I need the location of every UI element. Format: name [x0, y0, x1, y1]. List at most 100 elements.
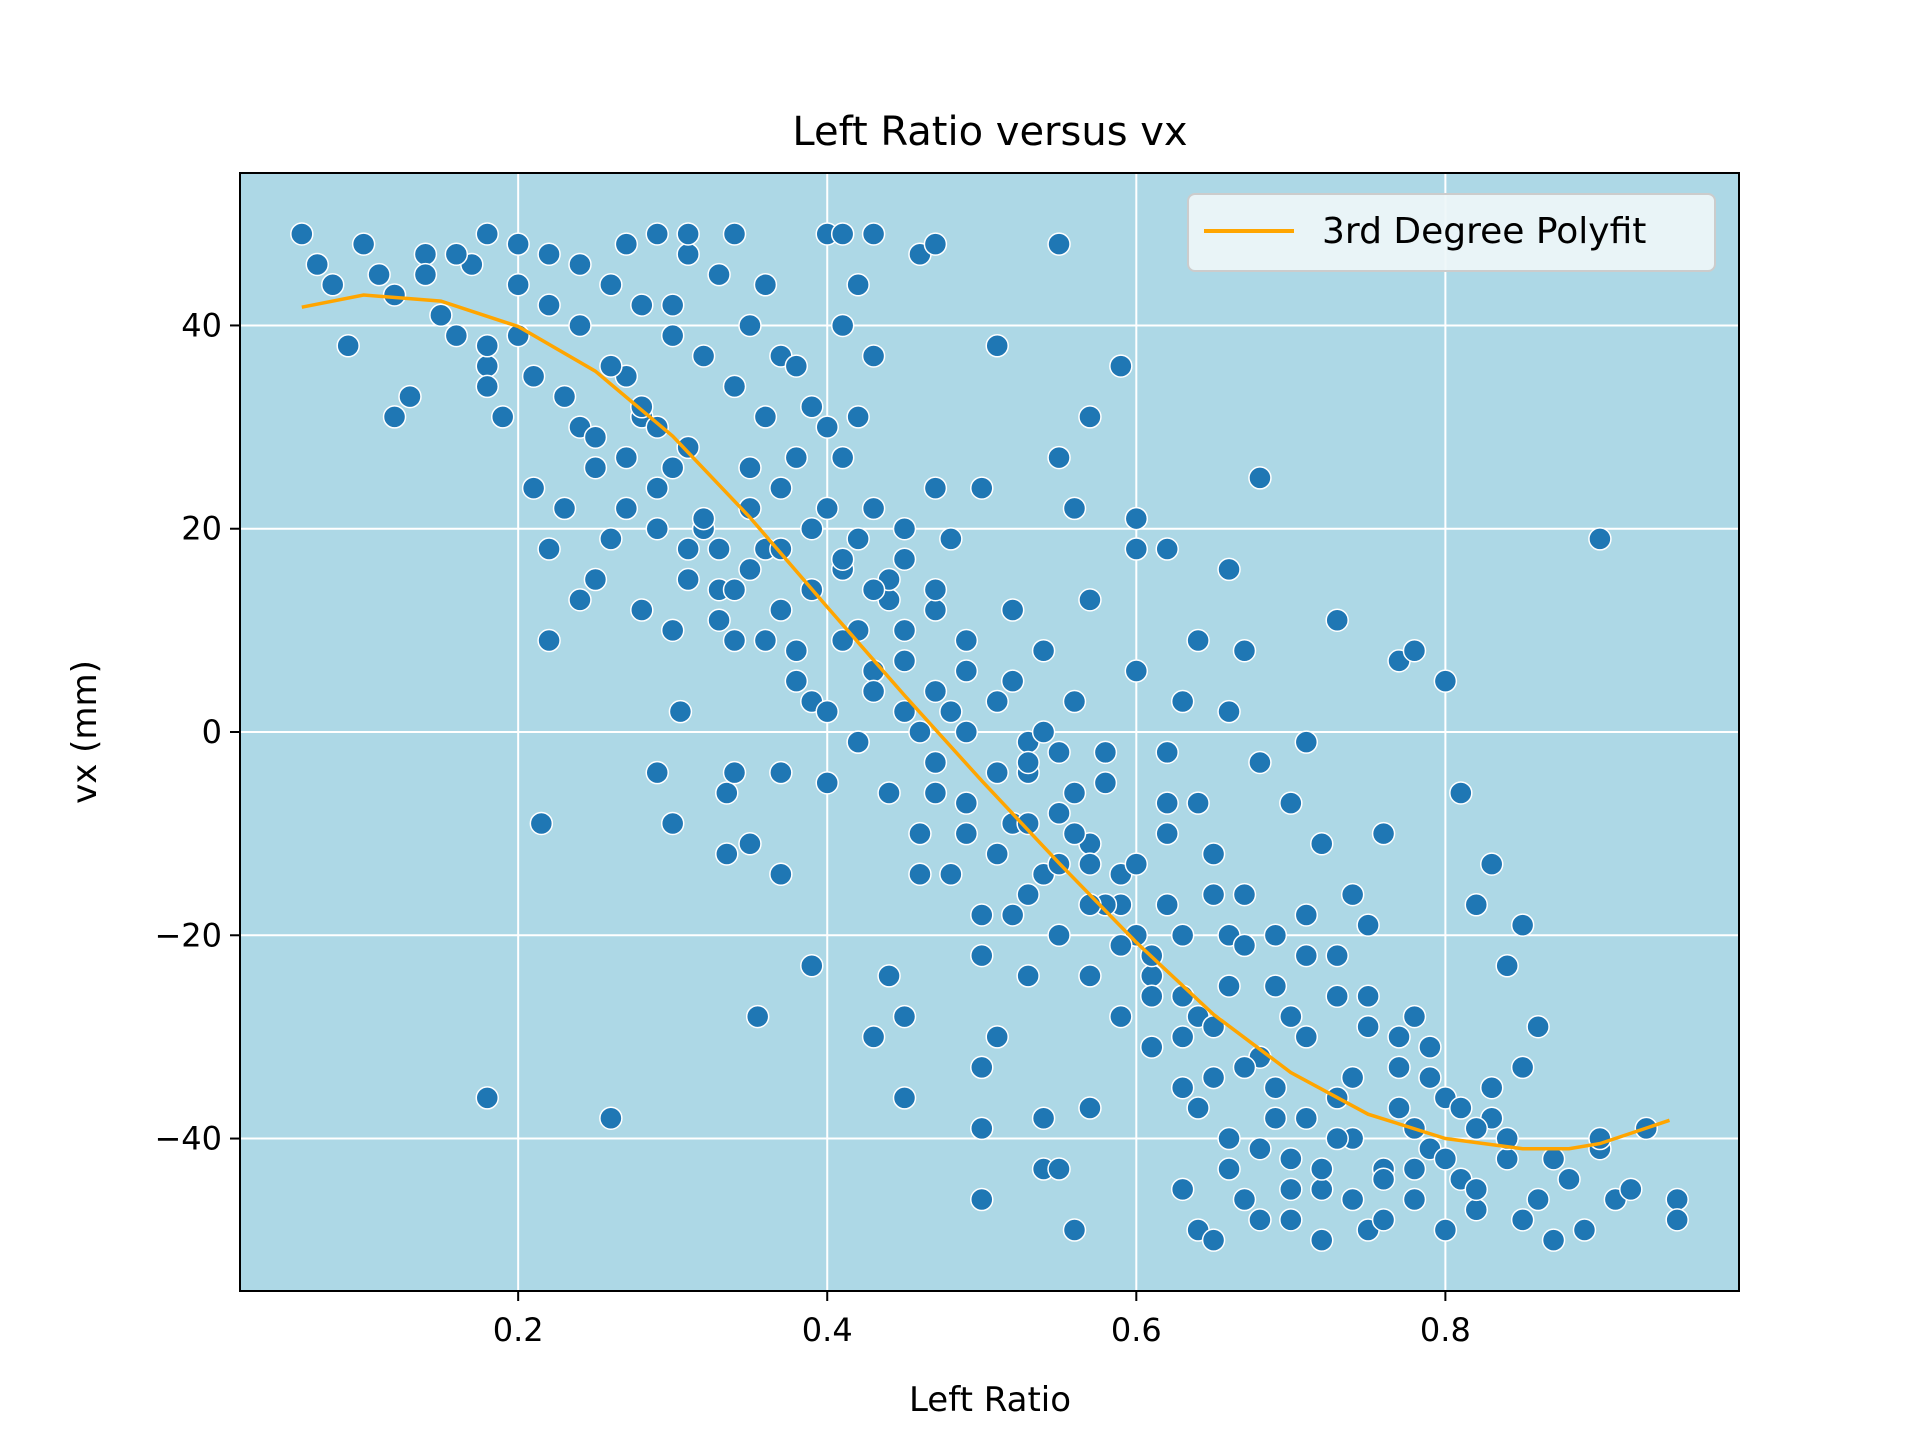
scatter-point — [1170, 1177, 1195, 1202]
chart-title: Left Ratio versus vx — [792, 109, 1187, 155]
scatter-point — [1371, 1208, 1396, 1232]
scatter-point — [521, 476, 546, 500]
scatter-point — [877, 964, 901, 988]
scatter-point — [745, 1004, 770, 1029]
scatter-point — [475, 374, 500, 399]
scatter-point — [1124, 852, 1149, 876]
scatter-point — [753, 628, 778, 653]
scatter-point — [939, 527, 963, 551]
scatter-point — [1248, 1136, 1272, 1161]
scatter-point — [475, 1086, 500, 1110]
scatter-point — [923, 781, 948, 805]
y-axis: −40 −20 0 20 40 — [154, 306, 240, 1158]
scatter-point — [1155, 537, 1179, 561]
scatter-point — [722, 222, 747, 246]
scatter-point — [830, 313, 855, 338]
scatter-point — [1031, 1106, 1056, 1130]
scatter-point — [753, 273, 778, 297]
scatter-point — [1248, 750, 1272, 775]
scatter-point — [1371, 1167, 1396, 1191]
x-tick-label: 0.6 — [1111, 1311, 1162, 1349]
scatter-point — [429, 303, 453, 328]
scatter-point — [715, 842, 739, 866]
scatter-point — [351, 232, 376, 256]
scatter-point — [846, 730, 870, 754]
scatter-point — [722, 374, 747, 399]
scatter-point — [923, 750, 948, 775]
scatter-point — [336, 334, 360, 358]
scatter-point — [1263, 974, 1288, 998]
scatter-point — [1124, 659, 1149, 683]
scatter-point — [815, 699, 839, 724]
y-axis-label: vx (mm) — [65, 660, 105, 804]
scatter-point — [1248, 1208, 1272, 1232]
scatter-point — [1186, 1096, 1210, 1120]
y-tick-label: 20 — [181, 510, 222, 548]
scatter-point — [970, 476, 994, 500]
scatter-point — [1310, 832, 1334, 856]
scatter-point — [1464, 893, 1489, 917]
scatter-point — [923, 577, 948, 602]
scatter-point — [769, 598, 793, 622]
scatter-point — [1016, 964, 1040, 988]
scatter-point — [660, 455, 685, 480]
scatter-point — [1093, 771, 1118, 795]
legend: 3rd Degree Polyfit — [1187, 193, 1716, 272]
scatter-point — [382, 283, 407, 307]
scatter-point — [599, 354, 623, 378]
scatter-point — [815, 496, 839, 521]
scatter-point — [1248, 466, 1272, 490]
scatter-point — [475, 354, 500, 378]
scatter-point — [1170, 923, 1195, 948]
scatter-point — [1464, 1197, 1489, 1222]
scatter-point — [583, 425, 608, 450]
scatter-point — [970, 1055, 994, 1080]
scatter-point — [800, 954, 824, 978]
scatter-point — [1047, 445, 1071, 470]
scatter-point — [1201, 842, 1226, 866]
scatter-point — [1495, 1147, 1519, 1171]
y-tick-label: 0 — [202, 713, 222, 751]
scatter-point — [923, 476, 948, 500]
scatter-point — [908, 720, 932, 744]
scatter-point — [521, 364, 546, 389]
y-tick-label: −20 — [154, 916, 222, 954]
scatter-point — [1217, 1126, 1241, 1151]
scatter-point — [645, 516, 669, 541]
scatter-point — [1232, 1055, 1257, 1080]
scatter-point — [1294, 943, 1319, 968]
scatter-point — [738, 832, 762, 856]
scatter-point — [1078, 852, 1102, 876]
scatter-point — [1340, 882, 1365, 907]
scatter-point — [1170, 1025, 1195, 1049]
scatter-point — [691, 344, 716, 368]
scatter-point — [1479, 852, 1504, 876]
scatter-point — [1387, 1096, 1411, 1120]
scatter-point — [784, 354, 809, 378]
scatter-point — [707, 537, 731, 561]
scatter-point — [1124, 537, 1149, 561]
scatter-point — [800, 516, 824, 541]
scatter-point — [861, 679, 886, 704]
scatter-point — [1263, 1075, 1288, 1100]
scatter-point — [1619, 1177, 1643, 1202]
scatter-point — [444, 323, 469, 348]
scatter-point — [1371, 821, 1396, 846]
scatter-point — [1232, 933, 1257, 958]
scatter-point — [537, 242, 561, 267]
scatter-point — [1217, 1157, 1241, 1181]
scatter-point — [1109, 933, 1133, 958]
scatter-point — [1000, 669, 1025, 693]
scatter-point — [1140, 964, 1164, 988]
scatter-point — [1155, 893, 1179, 917]
scatter-point — [1279, 1004, 1303, 1029]
scatter-point — [892, 1086, 917, 1110]
scatter-point — [1294, 1106, 1319, 1130]
scatter-point — [1340, 1187, 1365, 1212]
scatter-point — [954, 628, 979, 653]
scatter-point — [1062, 821, 1087, 846]
scatter-point — [1464, 1177, 1489, 1202]
scatter-point — [1526, 1014, 1550, 1039]
scatter-point — [985, 842, 1009, 866]
